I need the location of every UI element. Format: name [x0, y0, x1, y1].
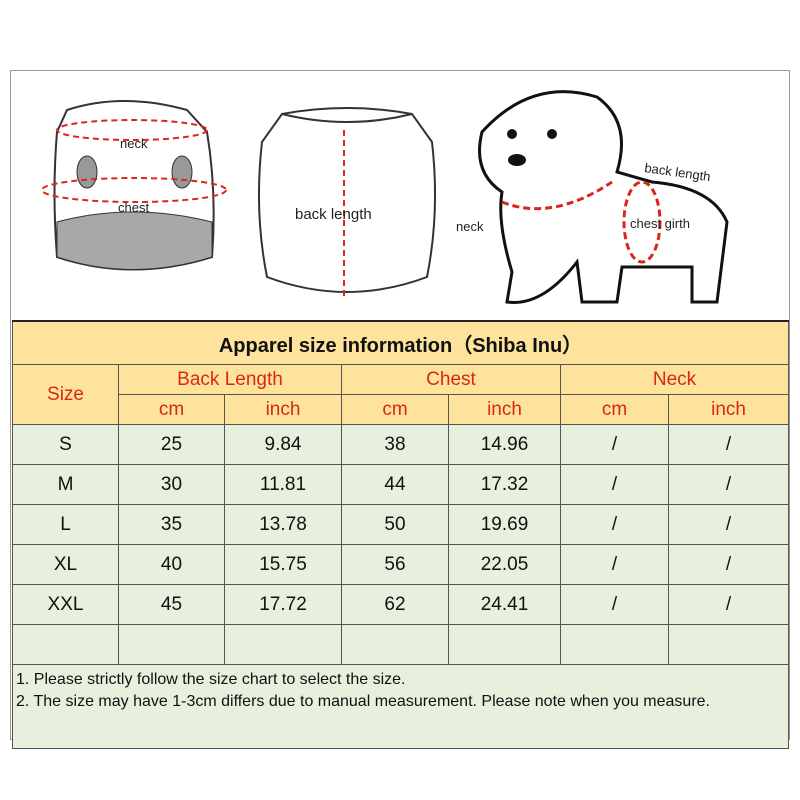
empty-cell	[448, 624, 561, 665]
empty-cell	[667, 624, 790, 665]
value-cell: 30	[118, 464, 225, 505]
front-garment: neck chest	[41, 100, 227, 271]
value-cell: /	[560, 504, 669, 545]
table-title: Apparel size information（Shiba Inu）	[11, 320, 790, 365]
size-cell: XL	[12, 544, 119, 585]
dog-back-length-label: back length	[644, 160, 712, 184]
value-cell: 13.78	[224, 504, 342, 545]
value-cell: 17.32	[448, 464, 561, 505]
size-cell: XXL	[12, 584, 119, 625]
unit-header: cm	[118, 394, 225, 425]
unit-header: cm	[341, 394, 449, 425]
value-cell: 45	[118, 584, 225, 625]
size-header: Size	[12, 364, 119, 425]
back-garment: back length	[257, 107, 437, 297]
value-cell: 14.96	[448, 424, 561, 465]
value-cell: 40	[118, 544, 225, 585]
table-row: S 25 9.84 38 14.96//	[12, 424, 790, 465]
unit-header: inch	[667, 394, 790, 425]
front-neck-label: neck	[120, 136, 148, 151]
size-cell: L	[12, 504, 119, 545]
value-cell: /	[560, 424, 669, 465]
empty-cell	[224, 624, 342, 665]
empty-cell	[12, 624, 119, 665]
value-cell: 56	[341, 544, 449, 585]
value-cell: 11.81	[224, 464, 342, 505]
dog-neck-label: neck	[456, 219, 484, 234]
value-cell: /	[560, 464, 669, 505]
unit-header: inch	[224, 394, 342, 425]
value-cell: 50	[341, 504, 449, 545]
value-cell: /	[560, 544, 669, 585]
value-cell: /	[667, 424, 790, 465]
value-cell: 62	[341, 584, 449, 625]
value-cell: 25	[118, 424, 225, 465]
group-header: Chest	[341, 364, 561, 395]
group-header: Back Length	[118, 364, 342, 395]
value-cell: 35	[118, 504, 225, 545]
measurement-illustration: neck chest back length back length neck …	[41, 90, 729, 304]
value-cell: 44	[341, 464, 449, 505]
empty-cell	[118, 624, 225, 665]
value-cell: /	[667, 544, 790, 585]
table-row: L 35 13.78 50 19.69//	[12, 504, 790, 545]
value-cell: 19.69	[448, 504, 561, 545]
table-row: XXL 45 17.72 62 24.41//	[12, 584, 790, 625]
unit-header: cm	[560, 394, 669, 425]
size-table: Apparel size information（Shiba Inu） Size…	[11, 320, 790, 749]
front-chest-label: chest	[118, 200, 149, 215]
value-cell: /	[667, 584, 790, 625]
notes: 1. Please strictly follow the size chart…	[11, 664, 790, 749]
table-row: XL 40 15.75 56 22.05//	[12, 544, 790, 585]
group-header: Neck	[559, 364, 790, 395]
value-cell: /	[560, 584, 669, 625]
value-cell: 17.72	[224, 584, 342, 625]
back-length-label: back length	[295, 206, 372, 223]
empty-cell	[341, 624, 449, 665]
value-cell: 38	[341, 424, 449, 465]
size-cell: S	[12, 424, 119, 465]
note-2: 2. The size may have 1-3cm differs due t…	[16, 693, 710, 710]
empty-cell	[560, 624, 669, 665]
size-cell: M	[12, 464, 119, 505]
value-cell: 15.75	[224, 544, 342, 585]
dog-chest-girth-label: chest girth	[630, 216, 690, 231]
dog-drawing: back length neck chest girth	[456, 90, 729, 304]
value-cell: 9.84	[224, 424, 342, 465]
note-1: 1. Please strictly follow the size chart…	[16, 671, 406, 688]
unit-header: inch	[448, 394, 561, 425]
table-row: M 30 11.81 44 17.32//	[12, 464, 790, 505]
value-cell: /	[667, 504, 790, 545]
value-cell: 24.41	[448, 584, 561, 625]
value-cell: /	[667, 464, 790, 505]
value-cell: 22.05	[448, 544, 561, 585]
